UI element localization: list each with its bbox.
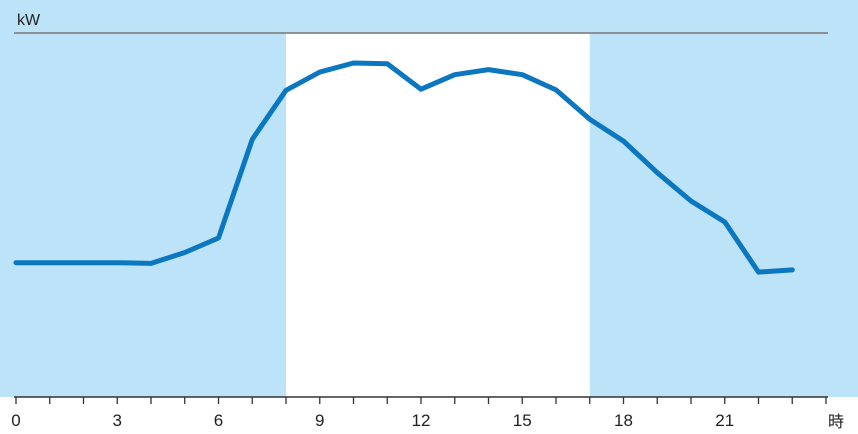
x-tick-label: 15 xyxy=(513,411,532,430)
x-unit-label: 時 xyxy=(828,413,844,431)
x-tick-label: 18 xyxy=(614,411,633,430)
x-tick-label: 21 xyxy=(715,411,734,430)
x-tick-label: 3 xyxy=(113,411,122,430)
x-axis-ticks xyxy=(15,397,827,404)
x-tick-label: 6 xyxy=(214,411,223,430)
y-unit-label: kW xyxy=(17,12,41,29)
x-tick-label: 12 xyxy=(412,411,431,430)
daytime-highlight-band xyxy=(286,34,590,397)
x-tick-label: 0 xyxy=(11,411,20,430)
x-axis-tick-labels: 0 3 6 9 12 15 18 21 xyxy=(11,411,734,430)
x-tick-label: 9 xyxy=(315,411,324,430)
series-line xyxy=(13,60,795,275)
